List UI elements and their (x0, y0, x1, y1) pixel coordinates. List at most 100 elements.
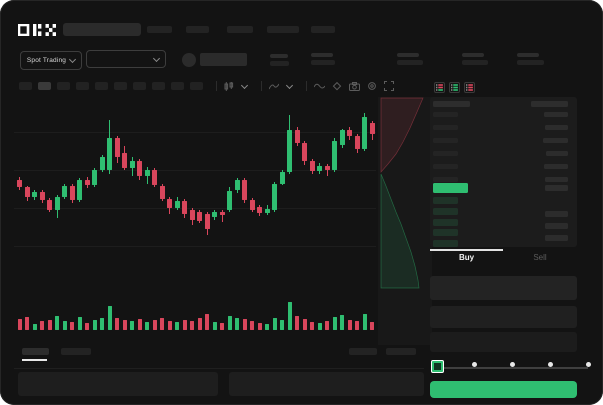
ask-row-amount[interactable] (545, 125, 568, 130)
settings-gear-icon[interactable] (367, 81, 377, 91)
orders-panel-placeholder (18, 372, 218, 396)
volume-bar (77, 317, 82, 330)
volume-bar (362, 314, 367, 330)
nav-item[interactable] (186, 26, 209, 33)
fullscreen-icon[interactable] (384, 81, 394, 91)
slider-track[interactable] (436, 367, 588, 369)
volume-bar (317, 323, 322, 330)
search-input[interactable] (63, 23, 141, 36)
tab-buy[interactable]: Buy (458, 253, 475, 262)
stat-label-placeholder (397, 53, 419, 57)
ask-row-price[interactable] (433, 177, 458, 182)
candle-body (317, 165, 322, 172)
timeframe-button[interactable] (171, 82, 184, 90)
bid-row-price[interactable] (433, 229, 458, 237)
ask-row-price[interactable] (433, 112, 458, 117)
nav-item[interactable] (227, 26, 253, 33)
bid-row-price[interactable] (433, 218, 458, 226)
nav-item[interactable] (147, 26, 172, 33)
bid-row-price[interactable] (433, 240, 458, 248)
timeframe-button[interactable] (95, 82, 108, 90)
volume-bar (250, 321, 254, 330)
volume-bar (212, 322, 217, 330)
bid-row-amount[interactable] (545, 223, 568, 229)
chart-gridline (14, 246, 376, 247)
candlestick-chart[interactable] (14, 96, 376, 336)
slider-stop[interactable] (548, 362, 553, 367)
volume-bar (220, 323, 224, 330)
chevron-down-icon (240, 81, 249, 89)
last-price-badge[interactable] (433, 183, 468, 193)
candle-body (287, 130, 292, 173)
order-book[interactable] (430, 97, 577, 248)
bottom-tab[interactable] (61, 348, 91, 355)
timeframe-button[interactable] (133, 82, 146, 90)
candle-body (174, 200, 180, 209)
volume-bar (32, 324, 37, 330)
timeframe-button[interactable] (114, 82, 127, 90)
slider-stop[interactable] (586, 362, 591, 367)
buy-submit-button[interactable] (430, 381, 577, 398)
orderbook-split-view-icon[interactable] (434, 82, 445, 93)
volume-bar (235, 318, 239, 330)
nav-item[interactable] (267, 26, 299, 33)
volume-bar (115, 318, 119, 330)
chart-style-dropdown[interactable] (224, 81, 249, 91)
bottom-tab-active[interactable] (22, 348, 49, 355)
timeframe-button[interactable] (19, 82, 32, 90)
candle-body (137, 160, 142, 176)
timeframe-button-active[interactable] (38, 82, 51, 90)
volume-bar (25, 317, 29, 330)
nav-item[interactable] (311, 26, 335, 33)
volume-bar (340, 315, 344, 330)
bottom-action[interactable] (349, 348, 377, 355)
volume-bar (310, 322, 314, 330)
volume-bar (137, 319, 142, 330)
candle-body (129, 160, 135, 169)
candle-body (272, 183, 277, 211)
ask-row-price[interactable] (433, 138, 458, 143)
slider-stop[interactable] (510, 362, 515, 367)
timeframe-button[interactable] (190, 82, 203, 90)
tab-sell[interactable]: Sell (533, 253, 547, 262)
bid-row-amount[interactable] (545, 211, 568, 217)
volume-bar (47, 320, 52, 330)
pair-selector-dropdown[interactable] (86, 50, 166, 68)
chevron-down-icon (152, 54, 161, 62)
amount-percent-slider[interactable] (430, 361, 591, 372)
bottom-action[interactable] (386, 348, 416, 355)
line-tool-icon[interactable] (314, 82, 325, 91)
market-type-dropdown[interactable]: Spot Trading (20, 51, 82, 70)
candle-body (24, 187, 30, 197)
slider-stop[interactable] (472, 362, 477, 367)
ask-row-amount[interactable] (544, 112, 568, 117)
ask-row-price[interactable] (433, 125, 458, 130)
ask-row-amount[interactable] (546, 151, 568, 156)
camera-icon[interactable] (349, 81, 360, 91)
bid-row-price[interactable] (433, 207, 458, 215)
indicators-dropdown[interactable] (269, 81, 294, 91)
slider-handle[interactable] (432, 361, 443, 372)
amount-input[interactable] (430, 306, 577, 328)
timeframe-button[interactable] (57, 82, 70, 90)
volume-bar (242, 319, 247, 330)
volume-bar (182, 320, 187, 330)
candle-body (212, 212, 217, 217)
timeframe-button[interactable] (76, 82, 89, 90)
orderbook-asks-view-icon[interactable] (464, 82, 475, 93)
bid-row-amount[interactable] (545, 235, 568, 241)
ask-row-amount[interactable] (543, 138, 568, 143)
ask-row-amount[interactable] (544, 164, 568, 169)
volume-bar (175, 322, 179, 330)
orderbook-bids-view-icon[interactable] (449, 82, 460, 93)
candle-body (54, 196, 60, 211)
ask-row-amount[interactable] (545, 177, 568, 182)
eraser-icon[interactable] (332, 81, 342, 91)
price-input[interactable] (430, 276, 577, 300)
bid-row-price[interactable] (433, 197, 458, 204)
orderbook-amount-header (531, 101, 568, 107)
ask-row-price[interactable] (433, 151, 458, 156)
total-input[interactable] (430, 332, 577, 352)
ask-row-price[interactable] (433, 164, 458, 169)
timeframe-button[interactable] (152, 82, 165, 90)
